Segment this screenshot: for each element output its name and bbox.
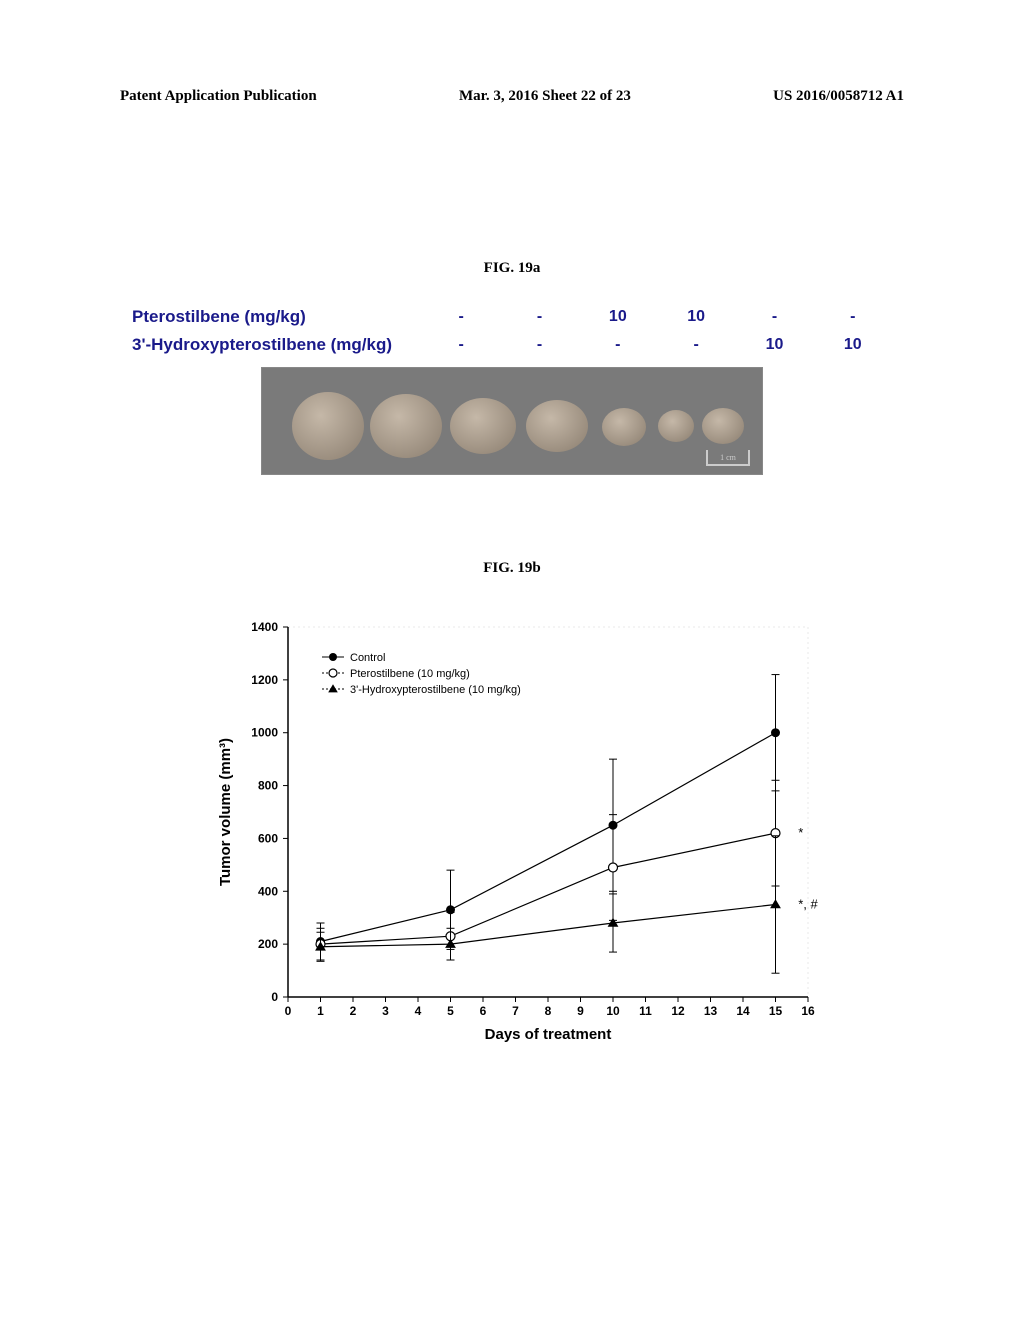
treatment-value: 10	[814, 336, 892, 354]
treatment-value: -	[579, 336, 657, 354]
tumor-volume-chart: 0200400600800100012001400012345678910111…	[192, 607, 832, 1047]
header-left: Patent Application Publication	[120, 88, 317, 105]
svg-text:3'-Hydroxypterostilbene (10 mg: 3'-Hydroxypterostilbene (10 mg/kg)	[350, 684, 521, 696]
chart-container: 0200400600800100012001400012345678910111…	[192, 607, 832, 1047]
tumor-blob	[702, 408, 744, 444]
treatment-values: --1010--	[422, 308, 892, 326]
figure-19b: FIG. 19b 0200400600800100012001400012345…	[0, 560, 1024, 1047]
page-header: Patent Application Publication Mar. 3, 2…	[0, 88, 1024, 105]
treatment-value: -	[422, 336, 500, 354]
svg-text:Control: Control	[350, 652, 385, 664]
svg-text:1400: 1400	[251, 620, 278, 634]
svg-text:9: 9	[577, 1004, 584, 1018]
treatment-value: -	[814, 308, 892, 326]
svg-text:2: 2	[350, 1004, 357, 1018]
treatment-value: 10	[579, 308, 657, 326]
tumor-blob	[370, 394, 442, 458]
treatment-value: -	[422, 308, 500, 326]
tumor-blob	[450, 398, 516, 454]
svg-text:1: 1	[317, 1004, 324, 1018]
figure-19a: FIG. 19a Pterostilbene (mg/kg)--1010--3'…	[0, 260, 1024, 475]
header-center: Mar. 3, 2016 Sheet 22 of 23	[459, 88, 631, 105]
svg-text:Pterostilbene (10 mg/kg): Pterostilbene (10 mg/kg)	[350, 668, 470, 680]
svg-text:5: 5	[447, 1004, 454, 1018]
treatment-label: Pterostilbene (mg/kg)	[132, 307, 422, 327]
treatment-value: -	[735, 308, 813, 326]
svg-text:16: 16	[801, 1004, 815, 1018]
svg-text:1200: 1200	[251, 673, 278, 687]
svg-text:400: 400	[258, 884, 278, 898]
svg-text:800: 800	[258, 779, 278, 793]
svg-text:200: 200	[258, 937, 278, 951]
svg-text:6: 6	[480, 1004, 487, 1018]
svg-text:*, #: *, #	[798, 897, 818, 912]
treatment-value: -	[500, 308, 578, 326]
treatment-values: ----1010	[422, 336, 892, 354]
svg-text:Tumor volume (mm³): Tumor volume (mm³)	[217, 738, 234, 886]
treatment-row: 3'-Hydroxypterostilbene (mg/kg)----1010	[132, 335, 892, 355]
tumor-blob	[526, 400, 588, 452]
svg-text:11: 11	[639, 1004, 652, 1018]
figure-19a-title: FIG. 19a	[0, 260, 1024, 277]
tumor-photo: 1 cm	[261, 367, 763, 475]
header-right: US 2016/0058712 A1	[773, 88, 904, 105]
svg-text:Days of treatment: Days of treatment	[485, 1026, 612, 1043]
tumor-blob	[292, 392, 364, 460]
svg-text:4: 4	[415, 1004, 422, 1018]
treatment-value: -	[500, 336, 578, 354]
svg-text:13: 13	[704, 1004, 718, 1018]
svg-text:15: 15	[769, 1004, 783, 1018]
svg-text:10: 10	[606, 1004, 620, 1018]
svg-text:7: 7	[512, 1004, 519, 1018]
treatment-row: Pterostilbene (mg/kg)--1010--	[132, 307, 892, 327]
tumor-blob	[658, 410, 694, 442]
svg-text:14: 14	[736, 1004, 750, 1018]
svg-text:3: 3	[382, 1004, 389, 1018]
svg-text:600: 600	[258, 831, 278, 845]
svg-text:1000: 1000	[251, 726, 278, 740]
scale-bar: 1 cm	[706, 450, 750, 466]
svg-text:0: 0	[271, 990, 278, 1004]
figure-19b-title: FIG. 19b	[0, 560, 1024, 577]
scale-bar-label: 1 cm	[720, 453, 736, 462]
svg-text:8: 8	[545, 1004, 552, 1018]
treatment-table: Pterostilbene (mg/kg)--1010--3'-Hydroxyp…	[132, 307, 892, 355]
treatment-value: 10	[735, 336, 813, 354]
treatment-label: 3'-Hydroxypterostilbene (mg/kg)	[132, 335, 422, 355]
svg-text:12: 12	[671, 1004, 685, 1018]
svg-text:*: *	[798, 825, 803, 840]
treatment-value: -	[657, 336, 735, 354]
svg-text:0: 0	[285, 1004, 292, 1018]
tumor-blob	[602, 408, 646, 446]
treatment-value: 10	[657, 308, 735, 326]
